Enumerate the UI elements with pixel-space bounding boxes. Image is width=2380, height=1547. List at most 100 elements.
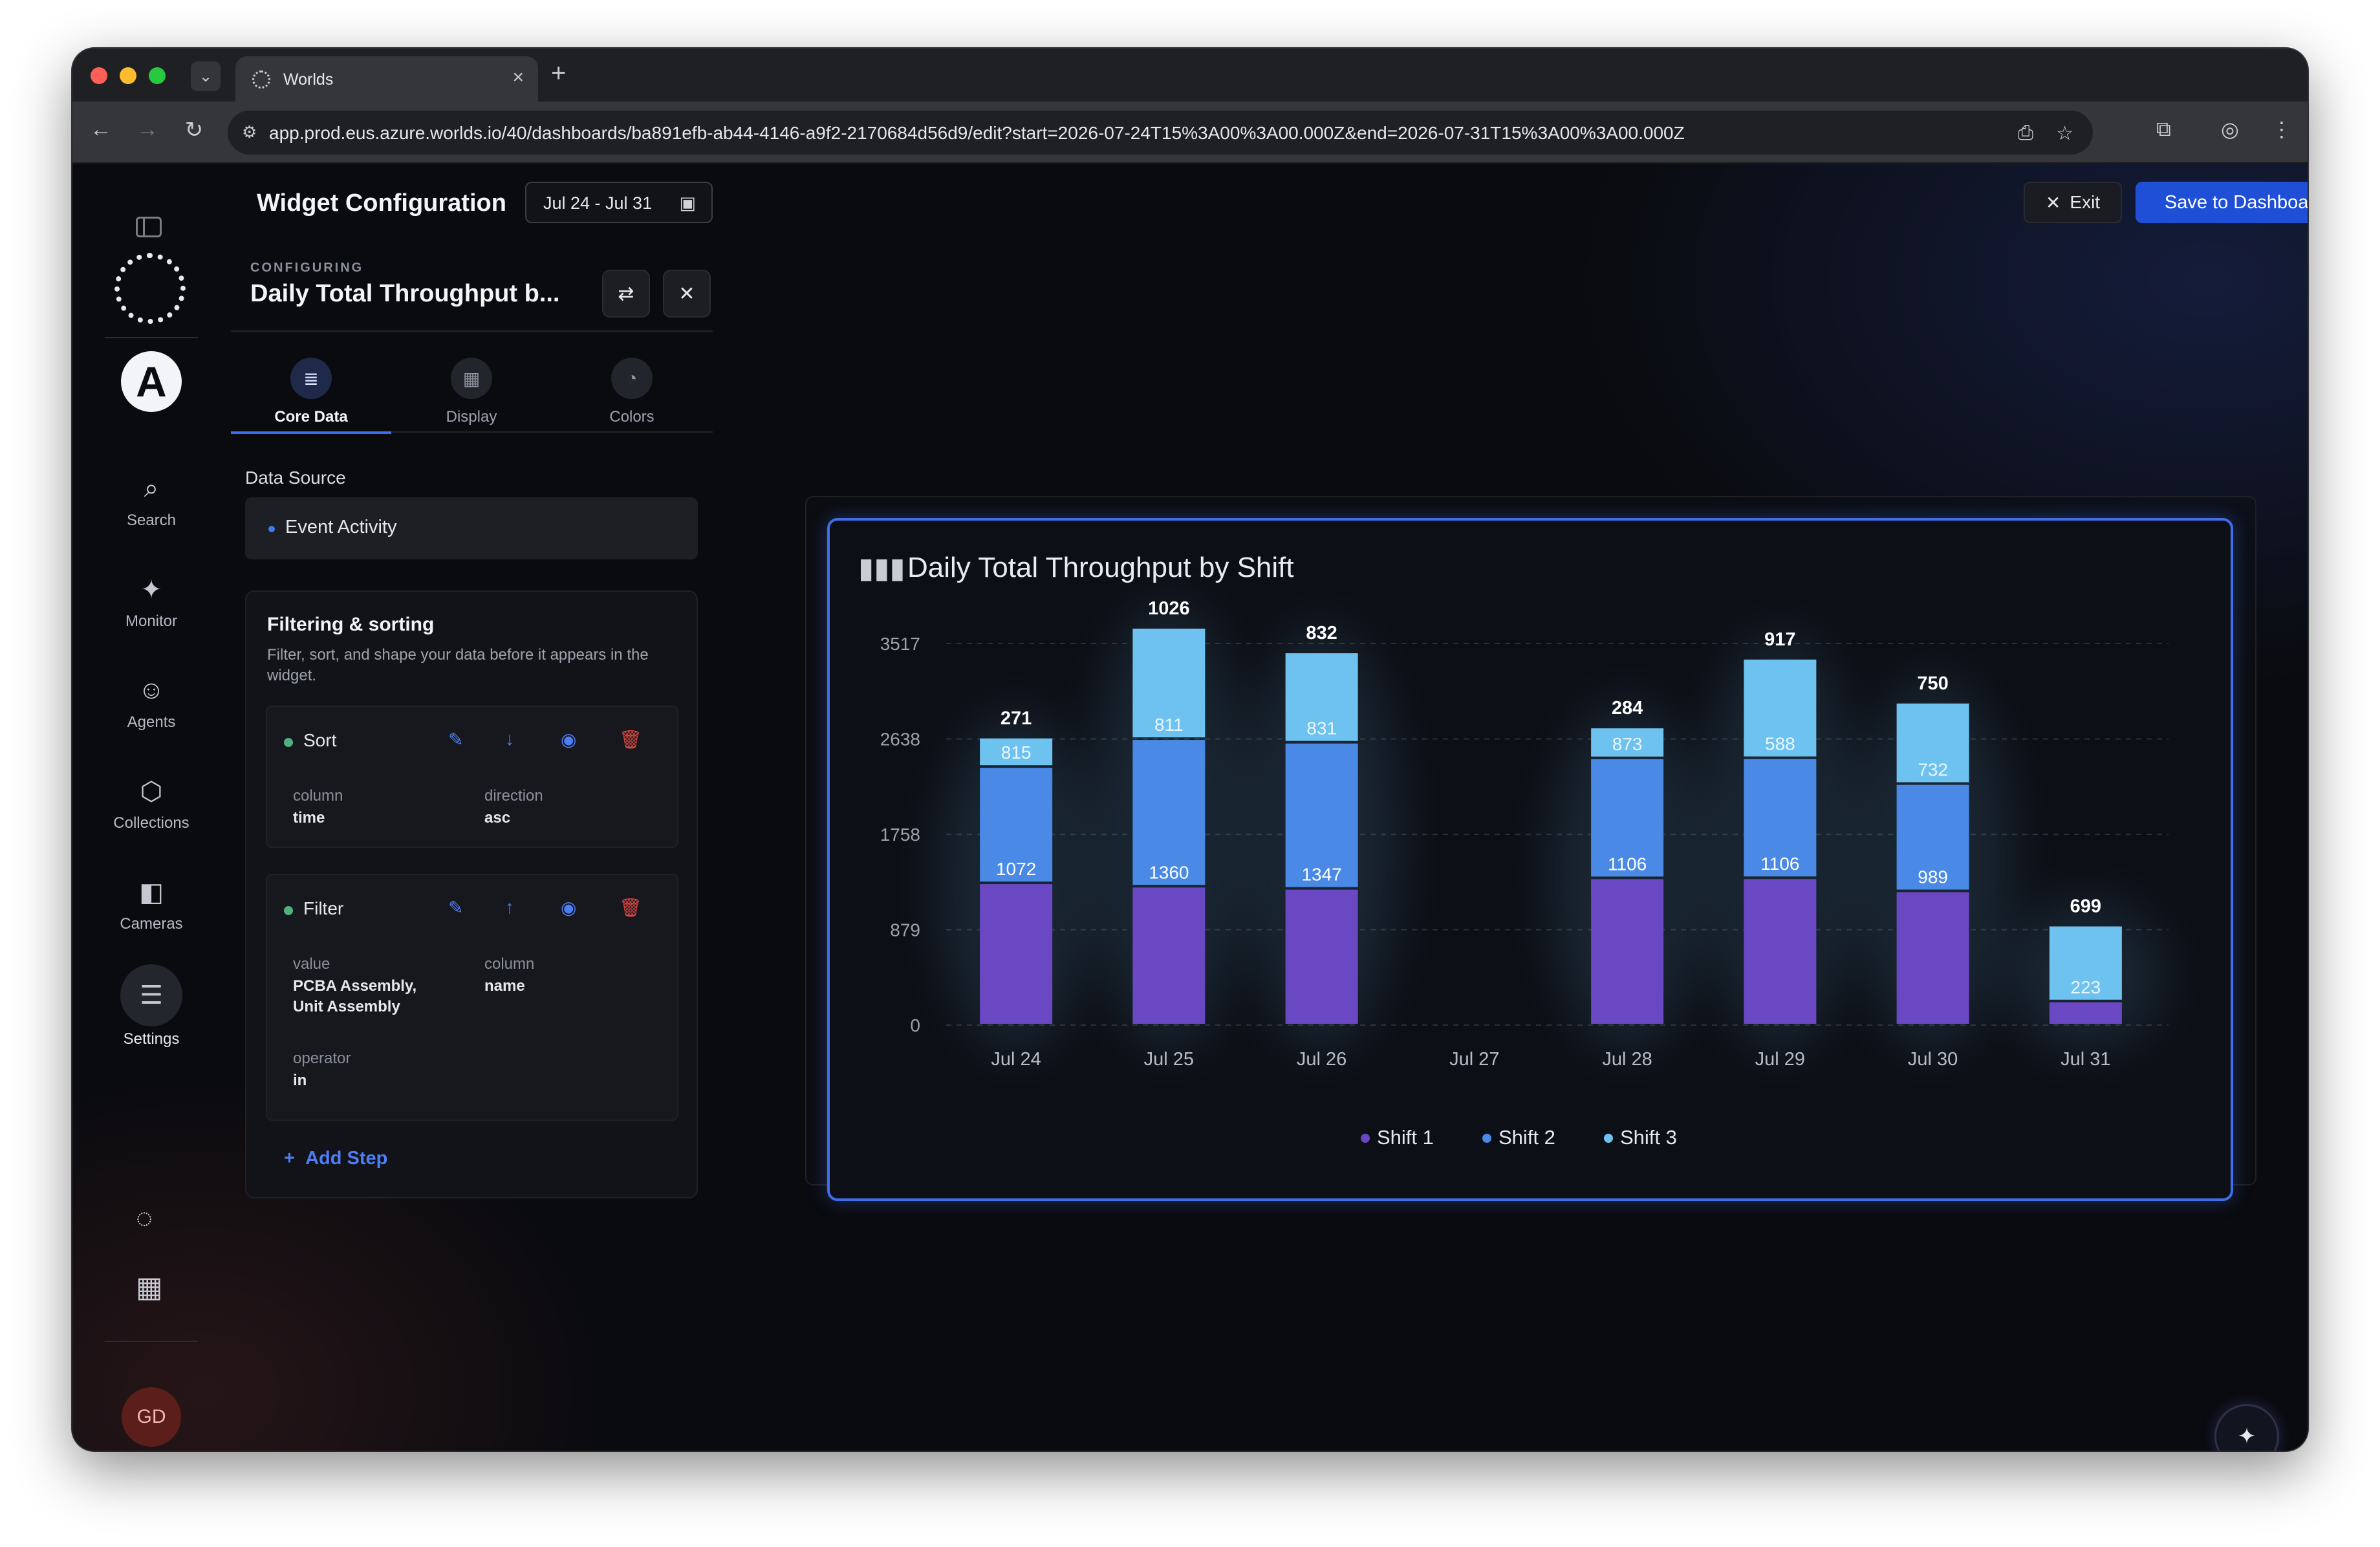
close-window-button[interactable] (91, 67, 107, 84)
delete-icon[interactable]: 🗑 (619, 898, 642, 918)
delete-icon[interactable]: 🗑 (619, 730, 642, 750)
loading-spinner-icon[interactable]: ◌ (136, 1202, 153, 1234)
field-value: in (293, 1072, 307, 1089)
edit-icon[interactable]: ✎ (448, 898, 464, 918)
bar-segment-shift-2 (980, 768, 1053, 882)
chevron-down-icon: ⌄ (199, 67, 213, 85)
tab-close-icon[interactable]: × (512, 67, 524, 88)
y-tick-label: 3517 (880, 634, 920, 654)
edit-icon[interactable]: ✎ (448, 730, 464, 750)
add-step-button[interactable]: + Add Step (284, 1148, 387, 1169)
x-tick-label: Jul 25 (1144, 1049, 1194, 1070)
assistant-button[interactable]: ✦ (2214, 1404, 2279, 1451)
bar-chart-icon: ▮▮▮ (858, 552, 905, 584)
step-field: column time (293, 787, 343, 828)
org-logo[interactable]: A (121, 351, 182, 412)
avatar[interactable]: GD (122, 1387, 181, 1447)
shift3-label: 811 (1154, 715, 1184, 735)
x-tick-label: Jul 29 (1755, 1049, 1805, 1070)
filtering-subtitle: Filter, sort, and shape your data before… (267, 646, 649, 684)
rail-item-agents[interactable]: ☺ Agents (93, 676, 210, 731)
move-up-icon[interactable]: ↑ (505, 897, 514, 917)
tab-display[interactable]: ▦ Display (391, 332, 552, 433)
y-tick-label: 1758 (880, 825, 920, 845)
rail-item-label: Collections (113, 814, 189, 832)
rail-item-collections[interactable]: ⬡ Collections (93, 777, 210, 832)
field-key: column (484, 955, 535, 973)
data-source-value: Event Activity (285, 517, 397, 537)
x-tick-label: Jul 27 (1449, 1049, 1499, 1070)
search-icon: ⌕ (144, 474, 159, 503)
forward-icon[interactable]: → (136, 117, 158, 142)
grid-icon: ▦ (451, 358, 492, 399)
rail-item-settings[interactable]: ☰ Settings (93, 964, 210, 1048)
browser-tab[interactable]: Worlds × (235, 56, 538, 102)
rail-item-search[interactable]: ⌕ Search (93, 474, 210, 530)
browser-navbar: ← → ↻ ⚙ app.prod.eus.azure.worlds.io/40/… (72, 102, 2308, 164)
chart-widget[interactable]: 0 879 1758 2638 3517 1072 815 271 Jul 24 1360 811 1… (827, 518, 2233, 1201)
rail-divider (105, 337, 198, 338)
shift3-label: 831 (1306, 719, 1337, 739)
reload-icon[interactable]: ↻ (184, 118, 204, 142)
legend-label: Shift 3 (1620, 1126, 1677, 1149)
rail-item-label: Settings (123, 1030, 180, 1048)
date-range-picker[interactable]: Jul 24 - Jul 31 ▣ (525, 182, 713, 223)
total-label: 917 (1764, 629, 1795, 650)
install-app-icon[interactable]: ⎙ (2018, 122, 2033, 144)
visibility-icon[interactable]: ◉ (561, 730, 577, 750)
data-source-select[interactable]: Event Activity (245, 497, 698, 559)
exit-button[interactable]: ✕ Exit (2024, 182, 2122, 223)
browser-tabbar: ⌄ Worlds × + (72, 49, 2308, 102)
left-rail: A ⌕ Search ✦ Monitor ☺ Agents ⬡ Collecti… (93, 183, 210, 1447)
address-bar[interactable]: ⚙ app.prod.eus.azure.worlds.io/40/dashbo… (228, 111, 2093, 155)
bar-segment-shift-3 (1285, 653, 1358, 741)
swap-icon: ⇄ (618, 283, 634, 305)
bar-segment-shift-2 (1896, 784, 1969, 890)
legend-swatch (1482, 1134, 1491, 1143)
extensions-icon[interactable]: ⧉ (2156, 117, 2171, 140)
site-settings-icon[interactable]: ⚙ (242, 122, 257, 142)
close-config-button[interactable]: ✕ (663, 270, 711, 318)
field-value: time (293, 809, 325, 827)
settings-icon: ☰ (120, 964, 182, 1026)
total-label: 271 (1001, 708, 1032, 729)
tab-search-button[interactable]: ⌄ (191, 61, 221, 91)
rail-item-monitor[interactable]: ✦ Monitor (93, 575, 210, 631)
tab-core-data[interactable]: ≣ Core Data (231, 332, 391, 434)
legend-swatch (1604, 1134, 1613, 1143)
profile-icon[interactable]: ◎ (2221, 118, 2239, 141)
rail-item-label: Agents (127, 713, 176, 731)
sparkle-icon: ✦ (2237, 1424, 2256, 1449)
rail-item-label: Monitor (125, 612, 178, 630)
sidebar-toggle-icon[interactable] (136, 217, 162, 237)
bar-segment-shift-3 (1744, 659, 1817, 757)
worlds-logo[interactable] (114, 253, 186, 324)
bar-segment-shift-1 (1896, 892, 1969, 1024)
x-tick-label: Jul 26 (1297, 1049, 1347, 1070)
config-header: CONFIGURING Daily Total Throughput b... … (231, 241, 713, 332)
plus-icon: + (284, 1148, 295, 1169)
building-icon[interactable]: ▦ (136, 1271, 163, 1303)
page-title: Widget Configuration (257, 189, 506, 217)
visibility-icon[interactable]: ◉ (561, 898, 577, 918)
config-kicker: CONFIGURING (250, 261, 364, 275)
collections-icon: ⬡ (140, 777, 163, 806)
shift2-label: 1360 (1149, 862, 1189, 882)
minimize-window-button[interactable] (120, 67, 136, 84)
tab-colors[interactable]: ◔ Colors (552, 332, 712, 433)
save-to-dashboard-button[interactable]: Save to Dashboard (2136, 182, 2308, 223)
bar-segment-shift-2 (1285, 743, 1358, 887)
back-icon[interactable]: ← (90, 117, 112, 142)
step-field: column name (484, 955, 534, 997)
bookmark-star-icon[interactable]: ☆ (2056, 123, 2073, 144)
maximize-window-button[interactable] (149, 67, 166, 84)
shift3-label: 815 (1001, 742, 1032, 763)
swap-widget-button[interactable]: ⇄ (602, 270, 650, 318)
browser-menu-icon[interactable]: ⋮ (2271, 118, 2292, 141)
rail-item-cameras[interactable]: ◧ Cameras (93, 878, 210, 933)
move-down-icon[interactable]: ↓ (505, 729, 514, 749)
field-key: direction (484, 787, 543, 805)
bar-segment-shift-1 (980, 884, 1053, 1024)
add-step-label: Add Step (305, 1148, 388, 1169)
new-tab-icon[interactable]: + (551, 59, 567, 87)
